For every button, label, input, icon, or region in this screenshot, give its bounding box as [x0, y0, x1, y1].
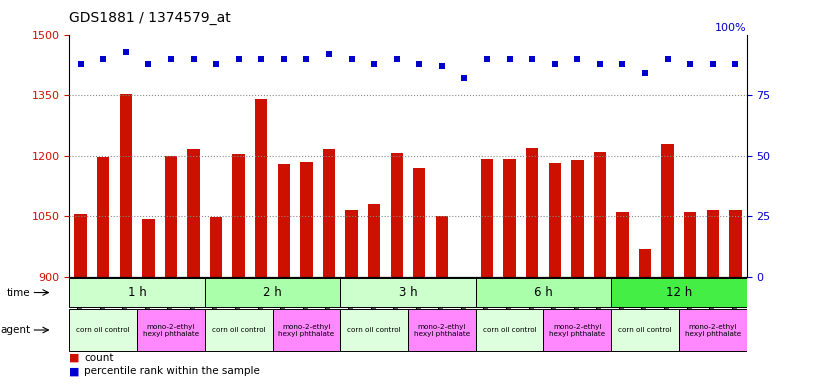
Point: [96, 56, 109, 62]
Bar: [74, 214, 86, 277]
Point: [707, 61, 720, 67]
Text: time: time: [7, 288, 30, 298]
Bar: [323, 149, 335, 277]
Text: corn oil control: corn oil control: [77, 327, 130, 333]
Text: corn oil control: corn oil control: [348, 327, 401, 333]
Point: [526, 56, 539, 62]
Bar: [120, 94, 132, 277]
Bar: [571, 160, 583, 277]
Point: [322, 51, 335, 57]
Point: [164, 56, 178, 62]
Point: [661, 56, 674, 62]
Point: [571, 56, 584, 62]
Bar: [611, 309, 679, 351]
Bar: [69, 309, 137, 351]
Text: mono-2-ethyl
hexyl phthalate: mono-2-ethyl hexyl phthalate: [278, 323, 335, 336]
Point: [548, 61, 561, 67]
Text: 2 h: 2 h: [264, 286, 282, 299]
Bar: [611, 278, 747, 307]
Bar: [188, 149, 200, 277]
Bar: [436, 216, 448, 277]
Bar: [679, 309, 747, 351]
Bar: [368, 204, 380, 277]
Bar: [69, 278, 205, 307]
Bar: [684, 212, 696, 277]
Bar: [526, 148, 539, 277]
Point: [616, 61, 629, 67]
Text: 12 h: 12 h: [666, 286, 692, 299]
Bar: [481, 159, 493, 277]
Text: corn oil control: corn oil control: [212, 327, 265, 333]
Bar: [137, 309, 205, 351]
Point: [413, 61, 426, 67]
Bar: [543, 309, 611, 351]
Point: [232, 56, 245, 62]
Text: corn oil control: corn oil control: [619, 327, 672, 333]
Point: [277, 56, 290, 62]
Bar: [142, 219, 154, 277]
Bar: [205, 309, 273, 351]
Bar: [639, 249, 651, 277]
Bar: [594, 152, 606, 277]
Point: [481, 56, 494, 62]
Point: [74, 61, 87, 67]
Bar: [391, 153, 403, 277]
Bar: [273, 309, 340, 351]
Text: mono-2-ethyl
hexyl phthalate: mono-2-ethyl hexyl phthalate: [549, 323, 605, 336]
Bar: [277, 164, 290, 277]
Bar: [662, 144, 674, 277]
Bar: [413, 168, 425, 277]
Point: [119, 48, 132, 55]
Bar: [205, 278, 340, 307]
Point: [300, 56, 313, 62]
Bar: [210, 217, 222, 277]
Point: [458, 75, 471, 81]
Bar: [165, 156, 177, 277]
Point: [729, 61, 742, 67]
Text: count: count: [84, 353, 113, 363]
Point: [390, 56, 403, 62]
Point: [255, 56, 268, 62]
Point: [684, 61, 697, 67]
Point: [503, 56, 516, 62]
Text: mono-2-ethyl
hexyl phthalate: mono-2-ethyl hexyl phthalate: [414, 323, 470, 336]
Point: [345, 56, 358, 62]
Text: 1 h: 1 h: [128, 286, 146, 299]
Bar: [616, 212, 628, 277]
Bar: [707, 210, 719, 277]
Bar: [476, 278, 611, 307]
Text: percentile rank within the sample: percentile rank within the sample: [84, 366, 260, 376]
Text: ■: ■: [69, 366, 80, 376]
Text: 3 h: 3 h: [399, 286, 417, 299]
Bar: [345, 210, 357, 277]
Text: 100%: 100%: [715, 23, 747, 33]
Point: [142, 61, 155, 67]
Bar: [233, 154, 245, 277]
Point: [436, 63, 449, 69]
Bar: [503, 159, 516, 277]
Bar: [97, 157, 109, 277]
Point: [210, 61, 223, 67]
Point: [187, 56, 200, 62]
Point: [593, 61, 606, 67]
Text: agent: agent: [0, 325, 30, 335]
Bar: [340, 278, 476, 307]
Bar: [408, 309, 476, 351]
Text: 6 h: 6 h: [534, 286, 552, 299]
Text: GDS1881 / 1374579_at: GDS1881 / 1374579_at: [69, 11, 231, 25]
Bar: [300, 162, 313, 277]
Bar: [548, 163, 561, 277]
Bar: [340, 309, 408, 351]
Bar: [476, 309, 543, 351]
Text: mono-2-ethyl
hexyl phthalate: mono-2-ethyl hexyl phthalate: [143, 323, 199, 336]
Point: [638, 70, 651, 76]
Text: ■: ■: [69, 353, 80, 363]
Text: corn oil control: corn oil control: [483, 327, 536, 333]
Text: mono-2-ethyl
hexyl phthalate: mono-2-ethyl hexyl phthalate: [685, 323, 741, 336]
Bar: [730, 210, 742, 277]
Bar: [255, 99, 268, 277]
Point: [367, 61, 380, 67]
